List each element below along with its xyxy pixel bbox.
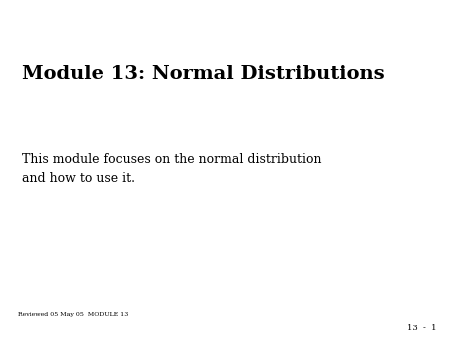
Text: Reviewed 05 May 05  MODULE 13: Reviewed 05 May 05 MODULE 13 bbox=[18, 312, 128, 317]
Text: This module focuses on the normal distribution
and how to use it.: This module focuses on the normal distri… bbox=[22, 153, 322, 185]
Text: 13  -  1: 13 - 1 bbox=[407, 324, 436, 332]
Text: Module 13: Normal Distributions: Module 13: Normal Distributions bbox=[22, 65, 385, 83]
